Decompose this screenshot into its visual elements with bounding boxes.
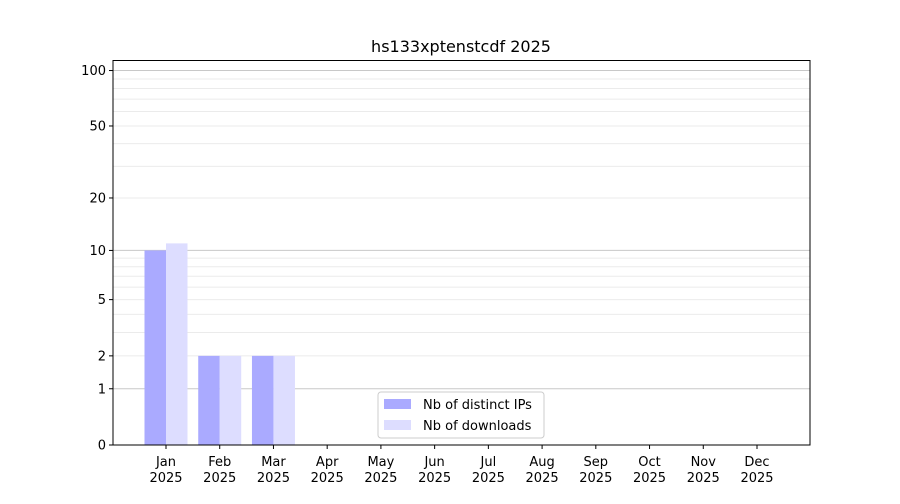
x-tick-label: Apr 2025 (311, 455, 344, 486)
y-axis: 0 1 2 5 10 20 50 100 (81, 64, 113, 454)
x-tick-label: Oct 2025 (633, 455, 666, 486)
y-tick-label: 0 (98, 439, 106, 454)
x-tick-label: Mar 2025 (257, 455, 290, 486)
plot-frame (112, 60, 811, 446)
y-tick-label: 20 (89, 191, 106, 206)
x-tick-label: Feb 2025 (203, 455, 236, 486)
x-axis: Jan 2025 Feb 2025 Mar 2025 Apr 2025 May 2025 Jun 20… (149, 445, 774, 486)
y-tick-label: 50 (89, 119, 106, 134)
gridlines (113, 70, 810, 390)
y-tick-label: 100 (81, 64, 106, 79)
y-tick-label: 2 (98, 349, 106, 364)
bar-ips (251, 355, 274, 445)
x-tick-label: Jul 2025 (472, 455, 505, 486)
bar-ips (144, 250, 166, 445)
x-tick-label: Sep 2025 (579, 455, 612, 486)
x-tick-label: Dec 2025 (740, 455, 773, 486)
y-tick-label: 5 (98, 293, 106, 308)
x-tick-label: Jun 2025 (418, 455, 451, 486)
legend: Nb of distinct IPs Nb of downloads (377, 391, 545, 439)
y-tick-label: 10 (89, 244, 106, 259)
bar-downloads (219, 355, 242, 445)
legend-label-ips: Nb of distinct IPs (423, 398, 532, 413)
bar-downloads (166, 243, 188, 445)
x-tick-label: Nov 2025 (687, 455, 720, 486)
x-tick-label: May 2025 (364, 455, 397, 486)
bar-downloads (273, 355, 295, 445)
y-tick-label: 1 (98, 382, 106, 397)
chart-title: hs133xptenstcdf 2025 (371, 37, 551, 56)
legend-swatch-downloads (384, 420, 411, 430)
bars (144, 243, 295, 445)
legend-swatch-ips (384, 399, 411, 409)
bar-ips (198, 355, 220, 445)
x-tick-label: Jan 2025 (149, 455, 182, 486)
x-tick-label: Aug 2025 (526, 455, 559, 486)
legend-label-downloads: Nb of downloads (423, 419, 532, 434)
